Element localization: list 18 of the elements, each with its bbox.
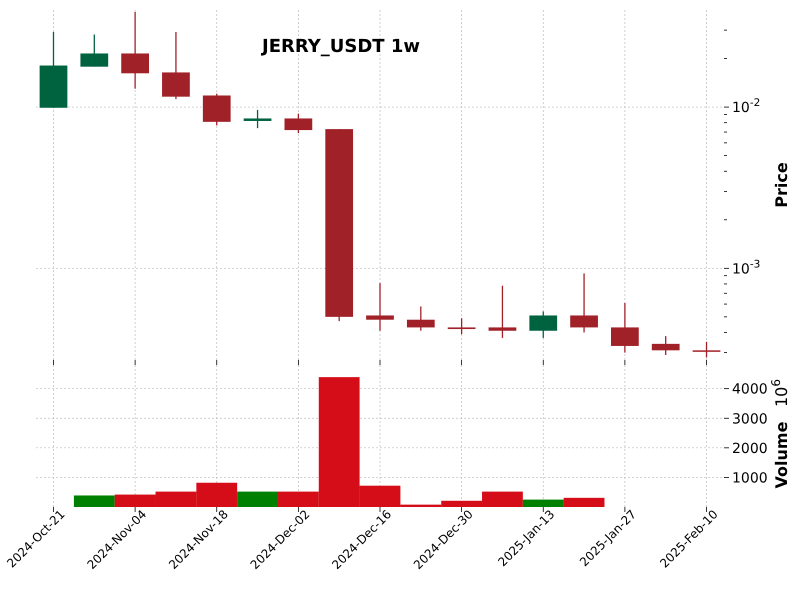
candlestick	[448, 318, 476, 335]
bar	[74, 495, 115, 507]
bar	[564, 498, 604, 507]
y-tick-label: 3000	[732, 411, 768, 428]
bar	[522, 500, 564, 507]
y-tick-label: 2000	[732, 440, 768, 457]
candlestick	[488, 285, 516, 339]
candlestick	[692, 341, 720, 358]
candlestick	[244, 109, 272, 129]
y-axis-title: Volume	[772, 421, 791, 488]
text: JERRY_USDT 1w	[260, 36, 420, 57]
y-tick-label: 1000	[732, 470, 768, 486]
y-axis-title: Price	[772, 162, 791, 208]
candlestick	[366, 282, 394, 332]
y-tick-label: 10$^{-2}$	[732, 97, 760, 116]
y-tick-label: 4000	[732, 382, 768, 398]
y-tick-label: 10$^{-3}$	[732, 258, 760, 278]
bar	[237, 492, 278, 507]
